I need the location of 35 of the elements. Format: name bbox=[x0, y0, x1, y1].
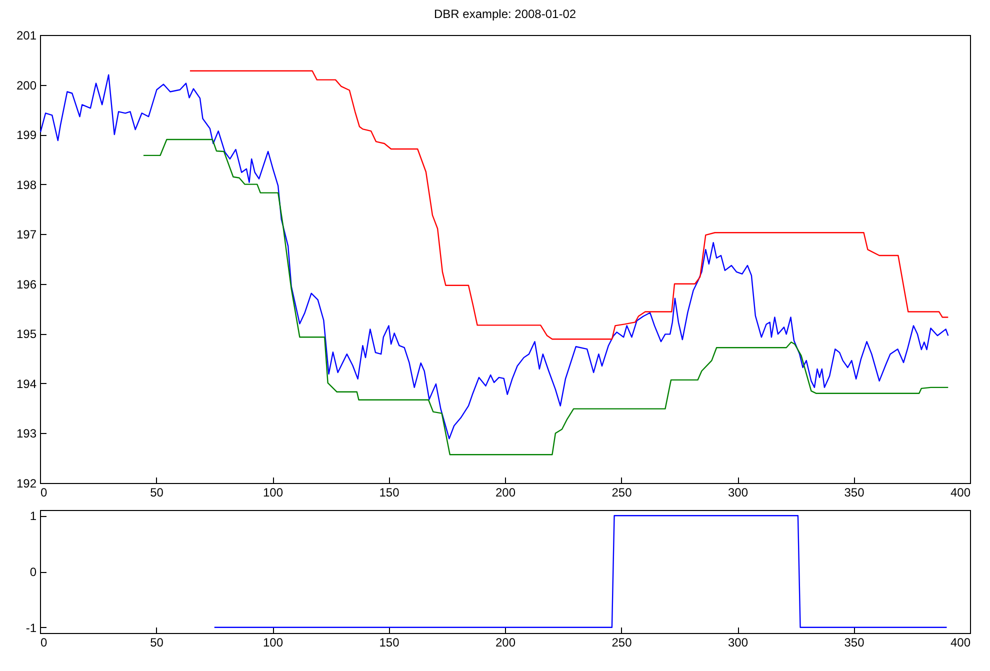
x-tick-label: 250 bbox=[612, 636, 632, 650]
x-tick-label: 300 bbox=[728, 636, 748, 650]
x-tick-label: 150 bbox=[379, 486, 400, 500]
x-tick-label: 50 bbox=[150, 486, 164, 500]
x-tick-label: 400 bbox=[950, 486, 971, 500]
y-tick-label: 0 bbox=[30, 565, 37, 579]
y-tick-label: 200 bbox=[16, 78, 37, 92]
y-tick-label: 194 bbox=[16, 376, 37, 391]
y-tick-label: 195 bbox=[16, 327, 37, 342]
line-series bbox=[142, 138, 949, 456]
y-tick-label: 197 bbox=[16, 228, 37, 242]
line-series bbox=[189, 70, 949, 340]
x-tick-label: 300 bbox=[728, 486, 748, 500]
chart-title: DBR example: 2008-01-02 bbox=[434, 7, 576, 21]
y-tick-label: 193 bbox=[16, 426, 37, 441]
y-tick-label: 201 bbox=[16, 28, 37, 42]
y-tick-label: 196 bbox=[16, 277, 37, 292]
x-tick-label: 100 bbox=[262, 486, 284, 500]
x-tick-label: 0 bbox=[40, 486, 48, 500]
x-tick-label: 350 bbox=[844, 486, 865, 500]
x-tick-label: 350 bbox=[844, 636, 865, 650]
y-tick-label: 192 bbox=[16, 476, 37, 490]
y-tick-label: 1 bbox=[30, 509, 37, 524]
x-tick-label: 200 bbox=[495, 636, 516, 650]
line-series bbox=[40, 74, 949, 440]
x-tick-label: 0 bbox=[40, 636, 48, 650]
x-tick-label: 200 bbox=[495, 486, 516, 500]
y-tick-label: -1 bbox=[26, 620, 37, 635]
x-tick-label: 250 bbox=[612, 486, 632, 500]
y-tick-label: 198 bbox=[16, 178, 37, 192]
x-tick-label: 400 bbox=[950, 636, 971, 650]
x-tick-label: 100 bbox=[262, 636, 284, 650]
x-tick-label: 50 bbox=[150, 636, 164, 650]
x-tick-label: 150 bbox=[379, 636, 400, 650]
y-tick-label: 199 bbox=[16, 128, 37, 142]
